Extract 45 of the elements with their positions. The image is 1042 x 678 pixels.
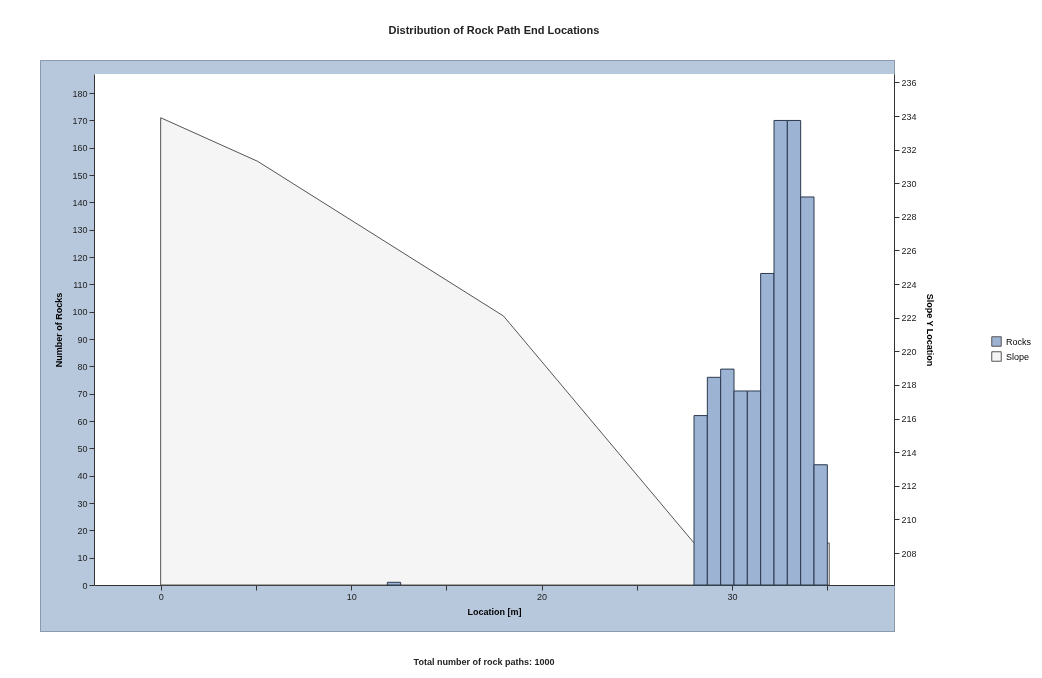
y2-tick-label: 232 <box>901 145 917 156</box>
y-tick-label: 160 <box>72 143 88 154</box>
legend-label: Slope <box>1006 351 1030 362</box>
y-tick-label: 70 <box>77 389 88 400</box>
y-tick-label: 120 <box>72 252 88 263</box>
y2-tick-label: 216 <box>901 414 917 425</box>
y-tick-label: 90 <box>77 334 88 345</box>
y2-tick-label: 224 <box>901 279 917 290</box>
y-tick-label: 150 <box>72 170 88 181</box>
y-tick-label: 10 <box>77 553 88 564</box>
y2-axis-title: Slope Y Location <box>924 293 935 367</box>
y-tick-label: 60 <box>77 416 88 427</box>
y-tick-label: 170 <box>72 115 88 126</box>
y2-tick-label: 226 <box>901 246 917 256</box>
y-tick-label: 20 <box>77 525 88 536</box>
y2-tick-label: 208 <box>901 548 917 559</box>
y-tick-label: 180 <box>72 88 88 99</box>
text: Total number of rock paths: 1000 <box>413 657 555 667</box>
x-axis-title: Location [m] <box>467 606 522 617</box>
x-tick-label: 10 <box>346 591 357 602</box>
y-tick-label: 140 <box>72 197 88 208</box>
y2-tick-label: 230 <box>901 178 917 189</box>
y2-tick-label: 212 <box>901 481 917 492</box>
x-tick-label: 20 <box>537 591 548 602</box>
y-axis-title: Number of Rocks <box>54 292 65 368</box>
y2-tick-label: 214 <box>901 447 917 458</box>
y2-tick-label: 236 <box>901 77 917 88</box>
y-tick-label: 110 <box>73 279 88 290</box>
x-tick-label: 30 <box>727 591 738 602</box>
y2-tick-label: 228 <box>901 212 917 223</box>
chart-title: Distribution of Rock Path End Locations <box>388 24 600 36</box>
y2-tick-label: 210 <box>901 514 917 525</box>
y-tick-label: 130 <box>72 225 88 236</box>
y2-tick-label: 222 <box>901 313 917 324</box>
y2-tick-label: 220 <box>901 346 917 357</box>
y-tick-label: 0 <box>82 580 88 591</box>
y2-tick-label: 218 <box>901 380 917 391</box>
y-tick-label: 80 <box>77 361 88 372</box>
y-tick-label: 100 <box>72 307 88 318</box>
y2-tick-label: 234 <box>901 111 917 122</box>
x-tick-label: 0 <box>158 591 164 602</box>
y-tick-label: 30 <box>77 498 88 509</box>
legend-label: Rocks <box>1006 336 1032 347</box>
y-tick-label: 50 <box>77 443 88 454</box>
y-tick-label: 40 <box>77 471 88 482</box>
